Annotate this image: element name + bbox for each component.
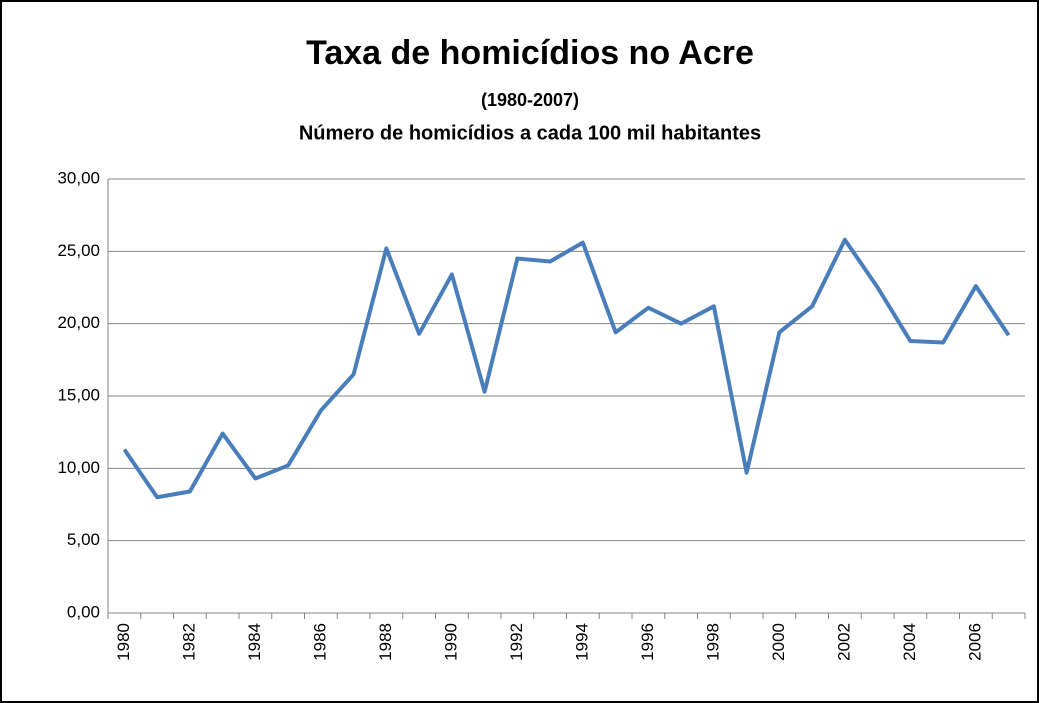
y-tick-label: 30,00 bbox=[57, 168, 100, 187]
x-tick-label: 1988 bbox=[376, 623, 395, 661]
x-tick-label: 2006 bbox=[965, 623, 984, 661]
y-tick-label: 15,00 bbox=[57, 385, 100, 404]
x-tick-label: 2000 bbox=[769, 623, 788, 661]
x-tick-label: 1992 bbox=[507, 623, 526, 661]
x-tick-label: 1984 bbox=[245, 623, 264, 661]
x-tick-label: 2002 bbox=[834, 623, 853, 661]
y-tick-label: 0,00 bbox=[67, 602, 100, 621]
x-tick-label: 1994 bbox=[572, 623, 591, 661]
x-tick-label: 1998 bbox=[703, 623, 722, 661]
x-tick-label: 2004 bbox=[900, 623, 919, 661]
x-tick-label: 1980 bbox=[114, 623, 133, 661]
y-tick-label: 25,00 bbox=[57, 241, 100, 260]
x-tick-label: 1982 bbox=[179, 623, 198, 661]
chart-subtitle: Número de homicídios a cada 100 mil habi… bbox=[299, 122, 761, 144]
chart-subtitle: (1980-2007) bbox=[481, 90, 579, 110]
y-tick-label: 10,00 bbox=[57, 458, 100, 477]
y-tick-label: 20,00 bbox=[57, 313, 100, 332]
chart-title: Taxa de homicídios no Acre bbox=[306, 34, 754, 72]
x-tick-label: 1990 bbox=[441, 623, 460, 661]
line-series bbox=[122, 237, 1011, 500]
y-tick-label: 5,00 bbox=[67, 530, 100, 549]
x-tick-label: 1996 bbox=[638, 623, 657, 661]
x-tick-label: 1986 bbox=[310, 623, 329, 661]
